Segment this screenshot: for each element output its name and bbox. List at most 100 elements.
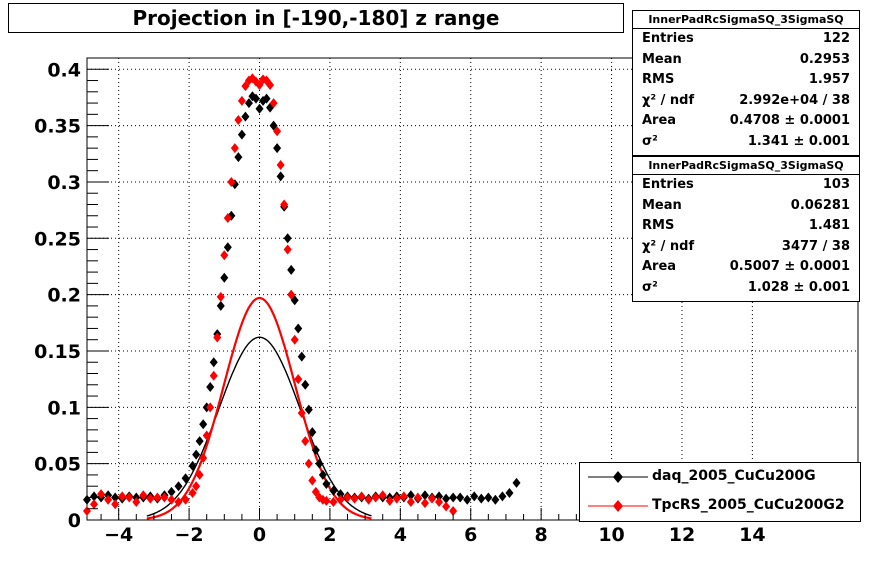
data-point (371, 492, 380, 503)
grid (87, 58, 858, 520)
data-point (139, 490, 148, 501)
data-point (406, 490, 415, 501)
stats-row: Mean 0.2953 (642, 51, 850, 67)
data-point (491, 494, 500, 505)
data-point (283, 244, 292, 255)
data-point (90, 499, 99, 510)
stats-row: σ² 1.341 ± 0.001 (642, 133, 850, 149)
data-point (406, 496, 415, 507)
stats-box-1: InnerPadRcSigmaSQ_3SigmaSQ Entries 122 Me… (632, 10, 860, 156)
data-point (241, 81, 250, 92)
legend-entry-tpcrs: TpcRS_2005_CuCu200G2 (580, 492, 860, 520)
data-point (301, 379, 310, 390)
data-point (442, 501, 451, 512)
data-point (188, 460, 197, 471)
data-point (283, 233, 292, 244)
data-point (297, 351, 306, 362)
data-point (188, 487, 197, 498)
data-point (273, 143, 282, 154)
data-point (174, 496, 183, 507)
data-point (364, 494, 373, 505)
data-point (428, 493, 437, 504)
data-point (322, 495, 331, 506)
x-tick-label: 8 (535, 524, 548, 546)
data-point (266, 80, 275, 91)
data-point (498, 491, 507, 502)
data-point (167, 486, 176, 497)
data-point (336, 494, 345, 505)
data-point (223, 242, 232, 253)
data-point (301, 436, 310, 447)
data-point (213, 332, 222, 343)
y-tick-label: 0 (68, 510, 81, 532)
data-point (153, 492, 162, 503)
data-point (336, 489, 345, 500)
data-point (237, 95, 246, 106)
y-tick-label: 0.35 (34, 116, 81, 138)
y-tick-label: 0.2 (47, 285, 81, 307)
x-tick-label: 10 (598, 524, 624, 546)
stats-row: Area 0.4708 ± 0.0001 (642, 113, 850, 129)
data-point (420, 490, 429, 501)
data-point (329, 496, 338, 507)
data-point (125, 492, 134, 503)
stats-box-name: InnerPadRcSigmaSQ_3SigmaSQ (633, 11, 859, 29)
data-point (294, 323, 303, 334)
data-point (315, 458, 324, 469)
data-point (287, 264, 296, 275)
data-point (104, 494, 113, 505)
data-point (202, 430, 211, 441)
data-point (287, 289, 296, 300)
x-tick-label: 2 (323, 524, 336, 546)
y-tick-label: 0.15 (34, 341, 81, 363)
data-point (118, 491, 127, 502)
legend: daq_2005_CuCu200G TpcRS_2005_CuCu200G2 (579, 462, 861, 522)
data-point (435, 496, 444, 507)
data-point (181, 473, 190, 484)
stats-row: RMS 1.481 (642, 218, 850, 234)
data-point (192, 449, 201, 460)
data-point (237, 129, 246, 140)
data-point (318, 469, 327, 480)
data-point (311, 486, 320, 497)
x-tick-label: 4 (394, 524, 407, 546)
data-point (244, 98, 253, 109)
data-point (241, 111, 250, 122)
x-tick-label: 12 (669, 524, 695, 546)
data-point (90, 491, 99, 502)
data-point (216, 300, 225, 311)
x-tick-label: 14 (739, 524, 765, 546)
data-point (206, 382, 215, 393)
data-point (399, 491, 408, 502)
data-point (456, 492, 465, 503)
data-point (220, 272, 229, 283)
data-point (290, 295, 299, 306)
data-point (470, 491, 479, 502)
stats-row: Area 0.5007 ± 0.0001 (642, 259, 850, 275)
data-point (192, 481, 201, 492)
data-point (195, 436, 204, 447)
data-point (160, 492, 169, 503)
data-point (304, 404, 313, 415)
data-point (209, 370, 218, 381)
y-tick-label: 0.3 (47, 172, 81, 194)
legend-label: daq_2005_CuCu200G (652, 468, 816, 484)
data-point (435, 491, 444, 502)
legend-marker-red (588, 500, 648, 512)
data-point (276, 171, 285, 182)
data-point (132, 496, 141, 507)
data-point (378, 490, 387, 501)
data-point (269, 120, 278, 131)
data-point (420, 498, 429, 509)
data-point (477, 493, 486, 504)
y-tick-label: 0.1 (47, 397, 81, 419)
data-point (276, 160, 285, 171)
data-point (442, 493, 451, 504)
data-point (206, 402, 215, 413)
axes: −4 −2 0 2 4 6 8 10 12 14 0 0.05 0.1 0.15 0.2 0.25 0.3 0.3… (34, 59, 841, 546)
y-tick-label: 0.25 (34, 228, 81, 250)
data-point (463, 494, 472, 505)
stats-row: χ² / ndf 2.992e+04 / 38 (642, 92, 850, 108)
data-point (449, 505, 458, 516)
